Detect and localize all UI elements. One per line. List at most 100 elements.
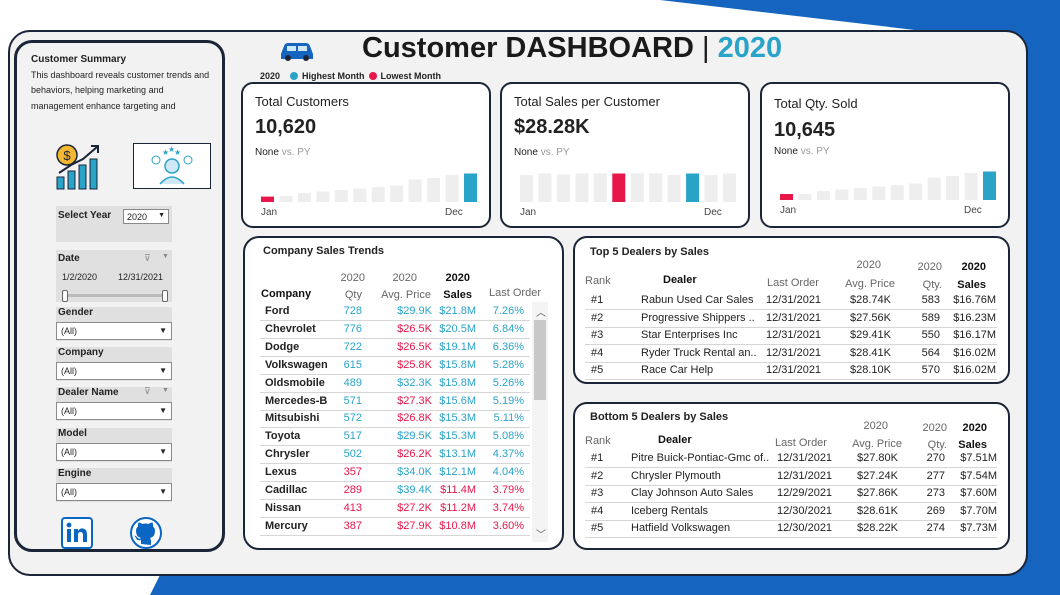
kpi-month-bar[interactable] [334,190,348,202]
model-dropdown[interactable]: (All) ▼ [56,443,172,461]
table-row[interactable]: #1 Rabun Used Car Sales 12/31/2021 $28.74K 5… [585,292,997,310]
clear-filter-icon[interactable]: ⊽ [144,386,151,396]
table-row[interactable]: Cadillac 289 $39.4K $11.4M 3.79% [260,482,530,500]
company-value: (All) [61,366,77,376]
last-order-value: 12/31/2021 [766,346,822,359]
table-row[interactable]: Dodge 722 $26.5K $19.1M 6.36% [260,339,530,357]
kpi-month-bar[interactable] [593,173,607,203]
select-year-dropdown[interactable]: 2020 ▼ [123,209,169,224]
kpi-month-bar[interactable] [667,175,681,202]
linkedin-icon[interactable] [61,517,93,549]
kpi-month-bar[interactable] [686,173,700,203]
kpi-month-bar[interactable] [630,173,644,203]
table-row[interactable]: #4 Ryder Truck Rental an.. 12/31/2021 $28.4… [585,345,997,363]
date-slider-track[interactable] [64,294,168,297]
kpi-month-bar[interactable] [649,173,663,203]
dealer-name: Race Car Help [641,364,714,377]
date-slider-start-handle[interactable] [62,290,68,302]
kpi-month-bar[interactable] [353,188,367,203]
kpi-month-bar[interactable] [816,191,830,200]
qty-value: 413 [343,501,362,514]
qty-value: 289 [343,484,362,496]
sales-value: $21.8M [439,305,476,317]
kpi-month-bar[interactable] [723,173,736,203]
scroll-down-icon[interactable]: ﹀ [536,530,546,541]
kpi-month-bar[interactable] [835,189,849,201]
engine-dropdown[interactable]: (All) ▼ [56,483,172,501]
table-row[interactable]: Lexus 357 $34.0K $12.1M 4.04% [260,464,530,483]
kpi-monthly-bars [520,173,736,203]
sales-value: $15.8M [439,376,476,389]
chevron-down-icon[interactable]: ▼ [162,387,169,394]
table-row[interactable]: #2 Chrysler Plymouth 12/31/2021 $27.24K 277 $… [585,468,997,486]
company-name: Mitsubishi [265,412,320,425]
chevron-down-icon[interactable]: ▼ [162,253,169,260]
table-row[interactable]: Oldsmobile 489 $32.3K $15.8M 5.26% [260,375,530,393]
table-row[interactable]: #5 Race Car Help 12/31/2021 $28.10K 570 $16.0… [585,362,997,381]
qty-value: 269 [926,504,945,517]
page-title: Customer DASHBOARD | 2020 [362,32,782,65]
kpi-month-bar[interactable] [556,174,570,202]
kpi-card: Total Qty. Sold 10,645 None vs. PY Jan Dec [760,82,1010,228]
avg-price-value: $29.41K [850,329,891,342]
kpi-month-bar[interactable] [371,187,385,202]
table-row[interactable]: Nissan 413 $27.2K $11.2M 3.74% [260,500,530,518]
table-row[interactable]: Mercury 387 $27.9K $10.8M 3.60% [260,518,530,536]
table-row[interactable]: #3 Clay Johnson Auto Sales 12/29/2021 $27.8… [585,485,997,504]
table-row[interactable]: #4 Iceberg Rentals 12/30/2021 $28.61K 269 $7.… [585,503,997,521]
kpi-month-bar[interactable] [890,185,904,200]
kpi-month-bar[interactable] [927,177,941,201]
kpi-month-bar[interactable] [909,183,923,201]
legend-low-dot [368,72,377,80]
kpi-month-bar[interactable] [520,175,533,202]
sales-value: $15.8M [439,358,476,371]
avg-price-value: $27.80K [857,452,898,464]
table-row[interactable]: Chrysler 502 $26.2K $13.1M 4.37% [260,446,530,465]
table-row[interactable]: Mitsubishi 572 $26.8K $15.3M 5.11% [260,410,530,429]
sales-value: $16.02M [953,364,996,377]
page-title-separator: | [701,32,710,64]
scroll-up-icon[interactable]: ︿ [536,308,546,319]
table-row[interactable]: Toyota 517 $29.5K $15.3M 5.08% [260,428,530,447]
table-row[interactable]: #3 Star Enterprises Inc 12/31/2021 $29.41K 5… [585,327,997,346]
clear-filter-icon[interactable]: ⊽ [144,253,151,263]
kpi-month-bar[interactable] [872,186,886,201]
github-icon[interactable] [130,517,162,549]
company-name: Volkswagen [265,358,328,371]
kpi-month-bar[interactable] [704,175,718,202]
kpi-month-bar[interactable] [983,171,996,201]
sales-value: $15.6M [439,394,476,407]
kpi-month-bar[interactable] [612,173,626,203]
kpi-month-bar[interactable] [798,194,812,200]
kpi-month-bar[interactable] [575,173,589,203]
kpi-month-bar[interactable] [946,176,960,200]
kpi-month-bar[interactable] [427,178,441,202]
kpi-month-bar[interactable] [964,173,978,200]
kpi-month-bar[interactable] [279,196,293,202]
scrollbar-thumb[interactable] [534,320,546,400]
kpi-month-bar[interactable] [297,193,311,202]
table-row[interactable]: #5 Hatfield Volkswagen 12/30/2021 $28.22K 27… [585,520,997,539]
gender-dropdown[interactable]: (All) ▼ [56,322,172,340]
table-row[interactable]: Mercedes-B 571 $27.3K $15.6M 5.19% [260,393,530,411]
kpi-month-bar[interactable] [780,194,793,200]
kpi-month-bar[interactable] [261,196,274,202]
table-row[interactable]: #2 Progressive Shippers .. 12/31/2021 $27.5… [585,310,997,328]
table-row[interactable]: Chevrolet 776 $26.5K $20.5M 6.84% [260,321,530,339]
kpi-month-bar[interactable] [316,191,330,203]
date-slider-end-handle[interactable] [162,290,168,302]
table-row[interactable]: Ford 728 $29.9K $21.8M 7.26% [260,303,530,321]
kpi-month-bar[interactable] [445,175,459,202]
kpi-month-bar[interactable] [408,179,422,203]
avg-price-header: Avg. Price [845,278,895,290]
kpi-month-bar[interactable] [390,185,404,203]
qty-header: Qty. [922,279,942,291]
table-row[interactable]: #1 Pitre Buick-Pontiac-Gmc of.. 12/31/2021… [585,450,997,468]
table-row[interactable]: Volkswagen 615 $25.8K $15.8M 5.28% [260,357,530,375]
kpi-title: Total Qty. Sold [774,96,858,111]
kpi-month-bar[interactable] [464,173,477,203]
company-dropdown[interactable]: (All) ▼ [56,362,172,380]
kpi-month-bar[interactable] [538,173,552,203]
dealer-name-dropdown[interactable]: (All) ▼ [56,402,172,420]
kpi-month-bar[interactable] [853,188,867,200]
